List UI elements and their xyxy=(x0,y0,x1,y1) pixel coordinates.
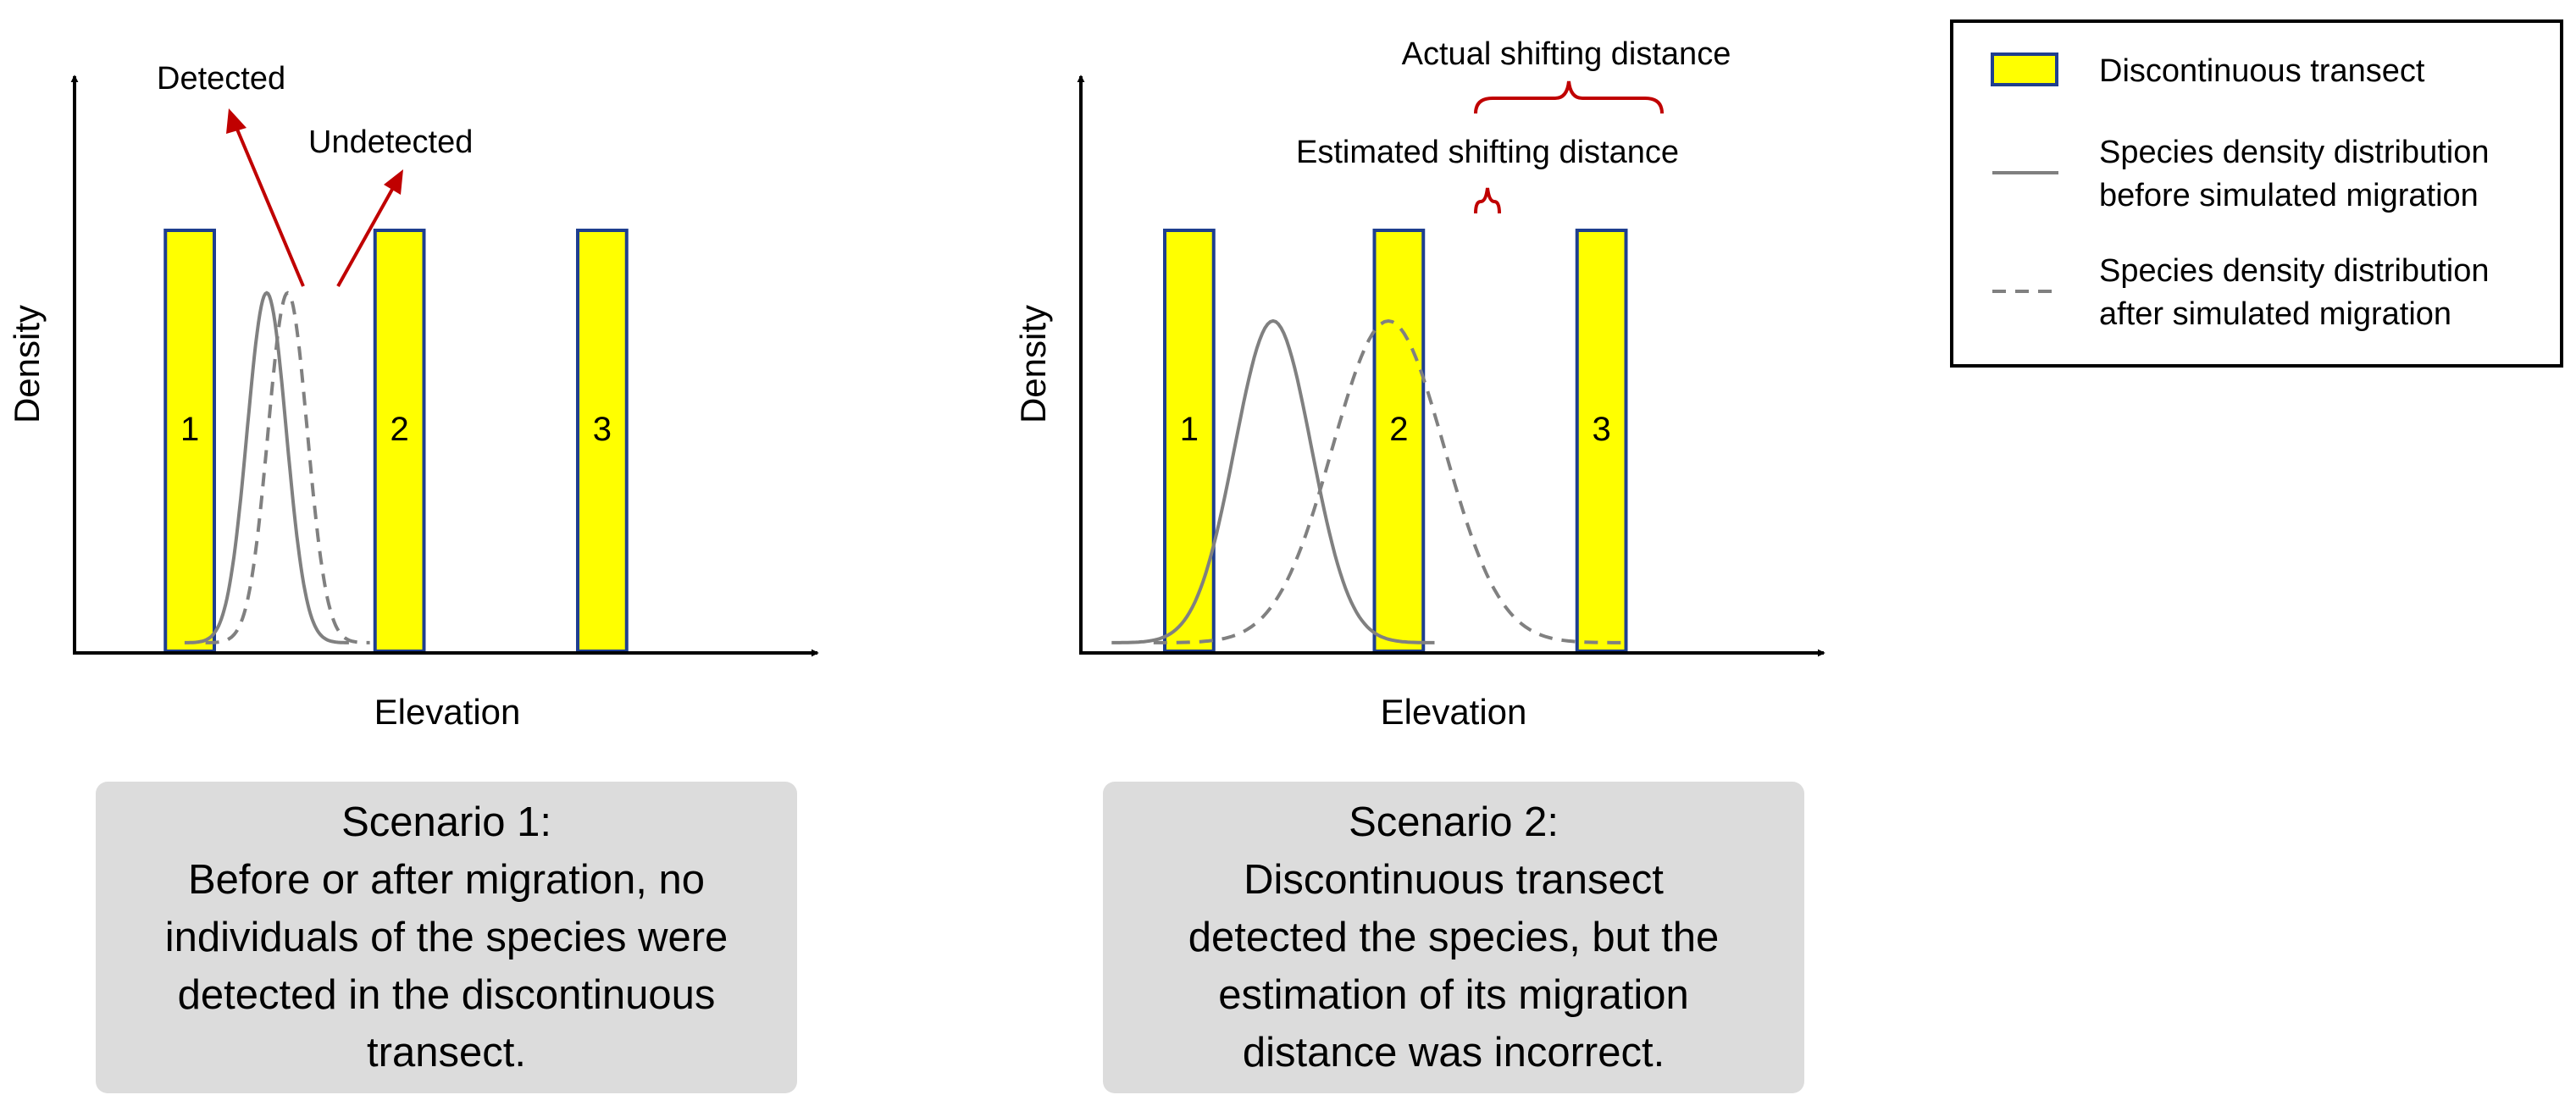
y-axis-label: Density xyxy=(7,305,47,423)
legend-item-label: before simulated migration xyxy=(2099,178,2479,213)
legend-item-label: Species density distribution xyxy=(2099,135,2489,170)
density-curve-after xyxy=(1153,318,1624,644)
density-curve-before xyxy=(1111,318,1435,644)
transect-number: 2 xyxy=(391,411,409,448)
detected-arrow xyxy=(226,108,305,287)
transect-bar-2 xyxy=(1372,229,1426,653)
scenario-text-line: detected the species, but the xyxy=(1188,915,1720,960)
x-axis-label: Elevation xyxy=(374,692,521,732)
density-curve-after xyxy=(205,290,370,644)
detected-label: Detected xyxy=(157,61,285,97)
scenario-title: Scenario 1: xyxy=(341,799,551,845)
scenario-text-line: estimation of its migration xyxy=(1218,972,1689,1018)
x-axis-label: Elevation xyxy=(1381,692,1527,732)
estimated-shifting-distance-label: Estimated shifting distance xyxy=(1296,135,1679,170)
density-curve-before xyxy=(184,290,349,644)
scenario-2-box: Scenario 2: Discontinuous transect detec… xyxy=(1103,782,1804,1093)
actual-shifting-distance-label: Actual shifting distance xyxy=(1402,36,1731,72)
transect-bar-3 xyxy=(1575,229,1628,653)
transect-number: 3 xyxy=(1593,411,1611,448)
legend-item-label: after simulated migration xyxy=(2099,296,2451,332)
scenario-text-line: detected in the discontinuous xyxy=(177,972,716,1018)
transect-bar-3 xyxy=(576,229,629,653)
transect-number: 1 xyxy=(180,411,199,448)
transect-number: 2 xyxy=(1389,411,1408,448)
transect-bar-1 xyxy=(1163,229,1216,653)
scenario-text-line: transect. xyxy=(367,1030,526,1076)
transect-number: 3 xyxy=(593,411,612,448)
scenario-text-line: Before or after migration, no xyxy=(187,857,706,903)
scenario-title: Scenario 2: xyxy=(1349,799,1559,845)
undetected-label: Undetected xyxy=(308,124,473,160)
undetected-arrow xyxy=(336,169,403,287)
legend: Discontinuous transect Species density d… xyxy=(1950,19,2563,368)
panel-scenario-2: 1 2 3 Density Elevation Actual shifting di… xyxy=(1013,36,1825,732)
transect-number: 1 xyxy=(1180,411,1199,448)
legend-bar-swatch xyxy=(1991,53,2058,86)
y-axis-label: Density xyxy=(1013,305,1053,423)
legend-item-label: Discontinuous transect xyxy=(2099,53,2425,89)
scenario-text-line: individuals of the species were xyxy=(164,915,728,960)
panel-scenario-1: 1 2 3 Density Elevation Detected Undetecte… xyxy=(7,61,819,732)
scenario-text-line: distance was incorrect. xyxy=(1242,1030,1665,1076)
actual-distance-brace xyxy=(1474,80,1664,114)
estimated-distance-brace xyxy=(1474,187,1501,214)
legend-item-label: Species density distribution xyxy=(2099,253,2489,289)
scenario-1-box: Scenario 1: Before or after migration, n… xyxy=(96,782,797,1093)
scenario-text-line: Discontinuous transect xyxy=(1244,857,1664,903)
